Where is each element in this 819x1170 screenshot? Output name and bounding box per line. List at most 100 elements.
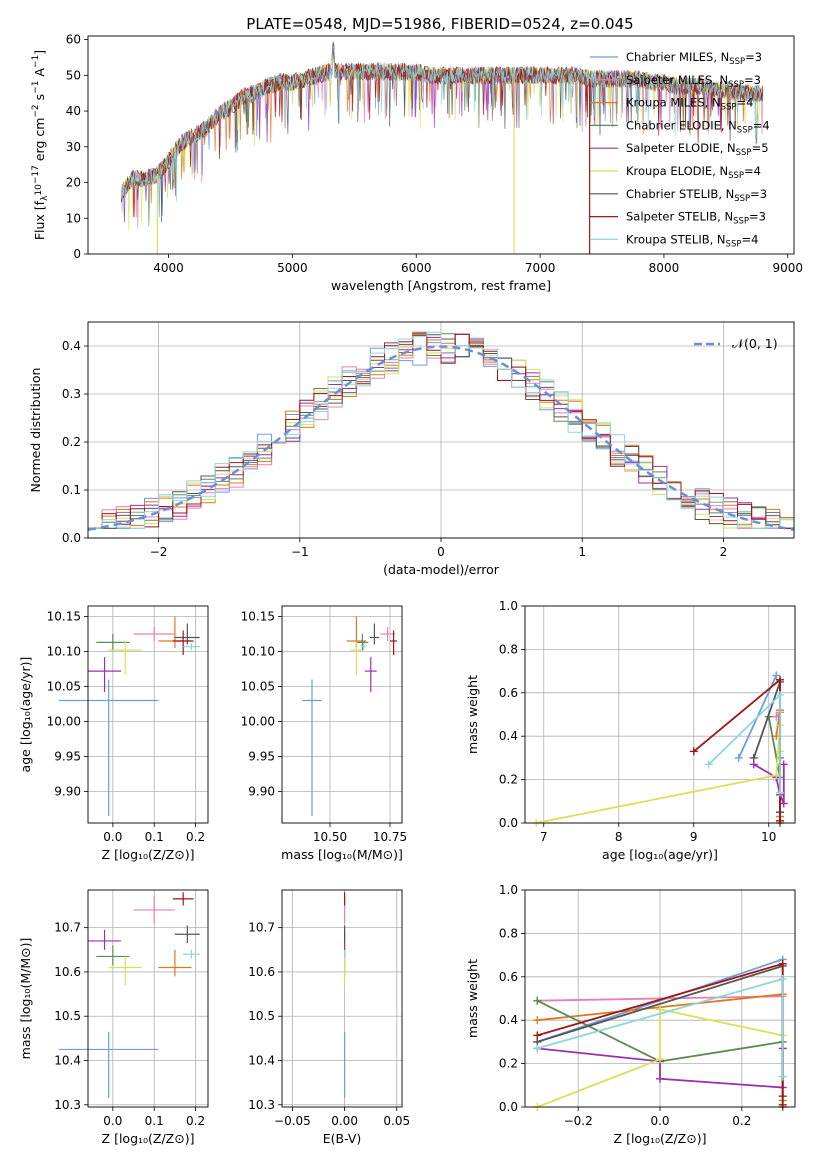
x-axis-label: age [log₁₀(age/yr)] xyxy=(602,847,718,862)
legend-nssp: =3 xyxy=(744,73,761,87)
y-tick-label: 10.5 xyxy=(248,1009,275,1023)
y-axis-label: mass weight xyxy=(465,675,480,754)
spectrum-line xyxy=(121,41,764,223)
y-axis-label: age [log₁₀(age/yr)] xyxy=(18,657,33,773)
legend-text: Chabrier MILES, N xyxy=(626,50,729,64)
residual-histogram-panel: 𝒩(0, 1) −2 −1 0 1 2 0.0 0.1 0.2 0.3 0.4 (data-model… xyxy=(28,321,795,577)
y-tick-label: 10.4 xyxy=(248,1054,275,1068)
x-tick-label: 9 xyxy=(690,830,698,844)
y-tick-label: 0.3 xyxy=(62,387,81,401)
y-tick-label: 10.00 xyxy=(241,715,275,729)
legend-subscript: SSP xyxy=(734,194,750,204)
x-axis-label: mass [log₁₀(M/M⊙)] xyxy=(281,847,403,862)
y-tick-label: 0.6 xyxy=(499,686,518,700)
x-axis-label: E(B-V) xyxy=(323,1131,362,1146)
legend-label: Kroupa ELODIE, NSSP=4 xyxy=(626,164,761,181)
x-tick-label: 7000 xyxy=(525,261,556,275)
legend-nssp: =3 xyxy=(749,210,766,224)
y-tick-label: 10.15 xyxy=(47,610,81,624)
legend-label: Chabrier STELIB, NSSP=3 xyxy=(626,187,767,204)
legend-nssp: =5 xyxy=(752,141,769,155)
x-tick-label: 5000 xyxy=(277,261,308,275)
x-axis-label: Z [log₁₀(Z/Z⊙)] xyxy=(614,1131,707,1146)
x-tick-label: −1 xyxy=(291,545,309,559)
axes-frame xyxy=(87,35,795,255)
legend-text: Salpeter MILES, N xyxy=(626,73,728,87)
y-tick-label: 10.10 xyxy=(241,645,275,659)
age-vs-metallicity-panel: 0.0 0.1 0.2 9.90 9.95 10.00 10.05 10.10 10.15 Z [… xyxy=(18,605,209,862)
x-tick-label: 0.2 xyxy=(186,1114,205,1128)
y-tick-label: 0.0 xyxy=(62,531,81,545)
legend-subscript: SSP xyxy=(736,148,752,158)
y-axis-label: Flux [fλ10−17 erg cm−2 s−1 A−1] xyxy=(31,50,50,240)
y-tick-label: 10.7 xyxy=(248,921,275,935)
axes-frame xyxy=(87,889,209,1108)
figure-title: PLATE=0548, MJD=51986, FIBERID=0524, z=0… xyxy=(246,15,633,33)
histogram-step xyxy=(88,333,794,529)
y-tick-label: 0.6 xyxy=(499,970,518,984)
legend-subscript: SSP xyxy=(728,80,744,90)
y-tick-label: 9.95 xyxy=(248,750,275,764)
axes-frame xyxy=(281,605,403,824)
x-tick-label: 0.2 xyxy=(186,830,205,844)
legend-label: Salpeter STELIB, NSSP=3 xyxy=(626,210,766,227)
x-tick-label: 0 xyxy=(437,545,445,559)
x-tick-label: 0.0 xyxy=(650,1114,669,1128)
legend-label: Salpeter MILES, NSSP=3 xyxy=(626,73,761,90)
y-label-part: λ xyxy=(40,195,50,201)
spectrum-panel: 4000 5000 6000 7000 8000 9000 0 10 20 30 40 50 60 wav… xyxy=(31,33,803,293)
y-tick-label: 10.05 xyxy=(241,680,275,694)
legend-subscript: SSP xyxy=(721,103,737,113)
x-tick-label: 8 xyxy=(615,830,623,844)
axes-frame xyxy=(281,889,403,1108)
y-tick-label: 10.3 xyxy=(54,1098,81,1112)
y-tick-label: 0.8 xyxy=(499,642,518,656)
x-tick-label: 0.2 xyxy=(732,1114,751,1128)
y-tick-label: 0.0 xyxy=(499,816,518,830)
y-tick-label: 1.0 xyxy=(499,599,518,613)
weight-line xyxy=(536,1008,783,1108)
x-tick-label: 0.05 xyxy=(383,1114,410,1128)
y-axis-label: Normed distribution xyxy=(28,368,43,493)
y-label-part: A xyxy=(32,68,47,81)
x-tick-label: 8000 xyxy=(649,261,680,275)
y-tick-label: 10.00 xyxy=(47,715,81,729)
legend-text: Salpeter ELODIE, N xyxy=(626,141,736,155)
weight-line xyxy=(537,958,783,1043)
mass-vs-ebv-panel: −0.05 0.00 0.05 10.3 10.4 10.5 10.6 10.7 E(B-V) xyxy=(248,889,410,1146)
y-tick-label: 20 xyxy=(66,176,81,190)
y-label-part: −1 xyxy=(31,55,41,68)
y-label-part: s xyxy=(32,94,47,105)
x-tick-label: 0.0 xyxy=(103,830,122,844)
histogram-step xyxy=(88,331,794,529)
y-tick-label: 10.6 xyxy=(54,965,81,979)
x-axis-label: (data-model)/error xyxy=(383,562,500,577)
x-tick-label: 2 xyxy=(720,545,728,559)
legend-label: Kroupa MILES, NSSP=4 xyxy=(626,96,753,113)
y-tick-label: 9.90 xyxy=(54,785,81,799)
y-tick-label: 10 xyxy=(66,211,81,225)
y-tick-label: 10.5 xyxy=(54,1009,81,1023)
y-label-part: −17 xyxy=(31,165,41,184)
x-tick-label: 9000 xyxy=(773,261,804,275)
y-tick-label: 10.4 xyxy=(54,1054,81,1068)
y-tick-label: 9.95 xyxy=(54,750,81,764)
y-tick-label: 10.7 xyxy=(54,921,81,935)
x-tick-label: 0.00 xyxy=(331,1114,358,1128)
weight-line xyxy=(536,725,781,824)
legend-label: 𝒩(0, 1) xyxy=(732,336,778,351)
age-vs-mass-panel: 10.50 10.75 9.90 9.95 10.00 10.05 10.10 10.15 ma… xyxy=(241,605,407,862)
y-tick-label: 0.4 xyxy=(499,1013,518,1027)
legend-subscript: SSP xyxy=(729,57,745,67)
y-label-part: erg cm xyxy=(32,118,47,166)
y-tick-label: 9.90 xyxy=(248,785,275,799)
legend-nssp: =4 xyxy=(744,164,761,178)
spectrum-line xyxy=(121,45,763,213)
x-tick-label: 10.50 xyxy=(313,830,347,844)
legend-nssp: =4 xyxy=(741,232,758,246)
x-axis-label: Z [log₁₀(Z/Z⊙)] xyxy=(102,847,195,862)
y-tick-label: 0.1 xyxy=(62,483,81,497)
y-axis-label: mass [log₁₀(M/M⊙)] xyxy=(18,938,33,1060)
y-tick-label: 0 xyxy=(73,247,81,261)
weight-line xyxy=(693,677,781,821)
